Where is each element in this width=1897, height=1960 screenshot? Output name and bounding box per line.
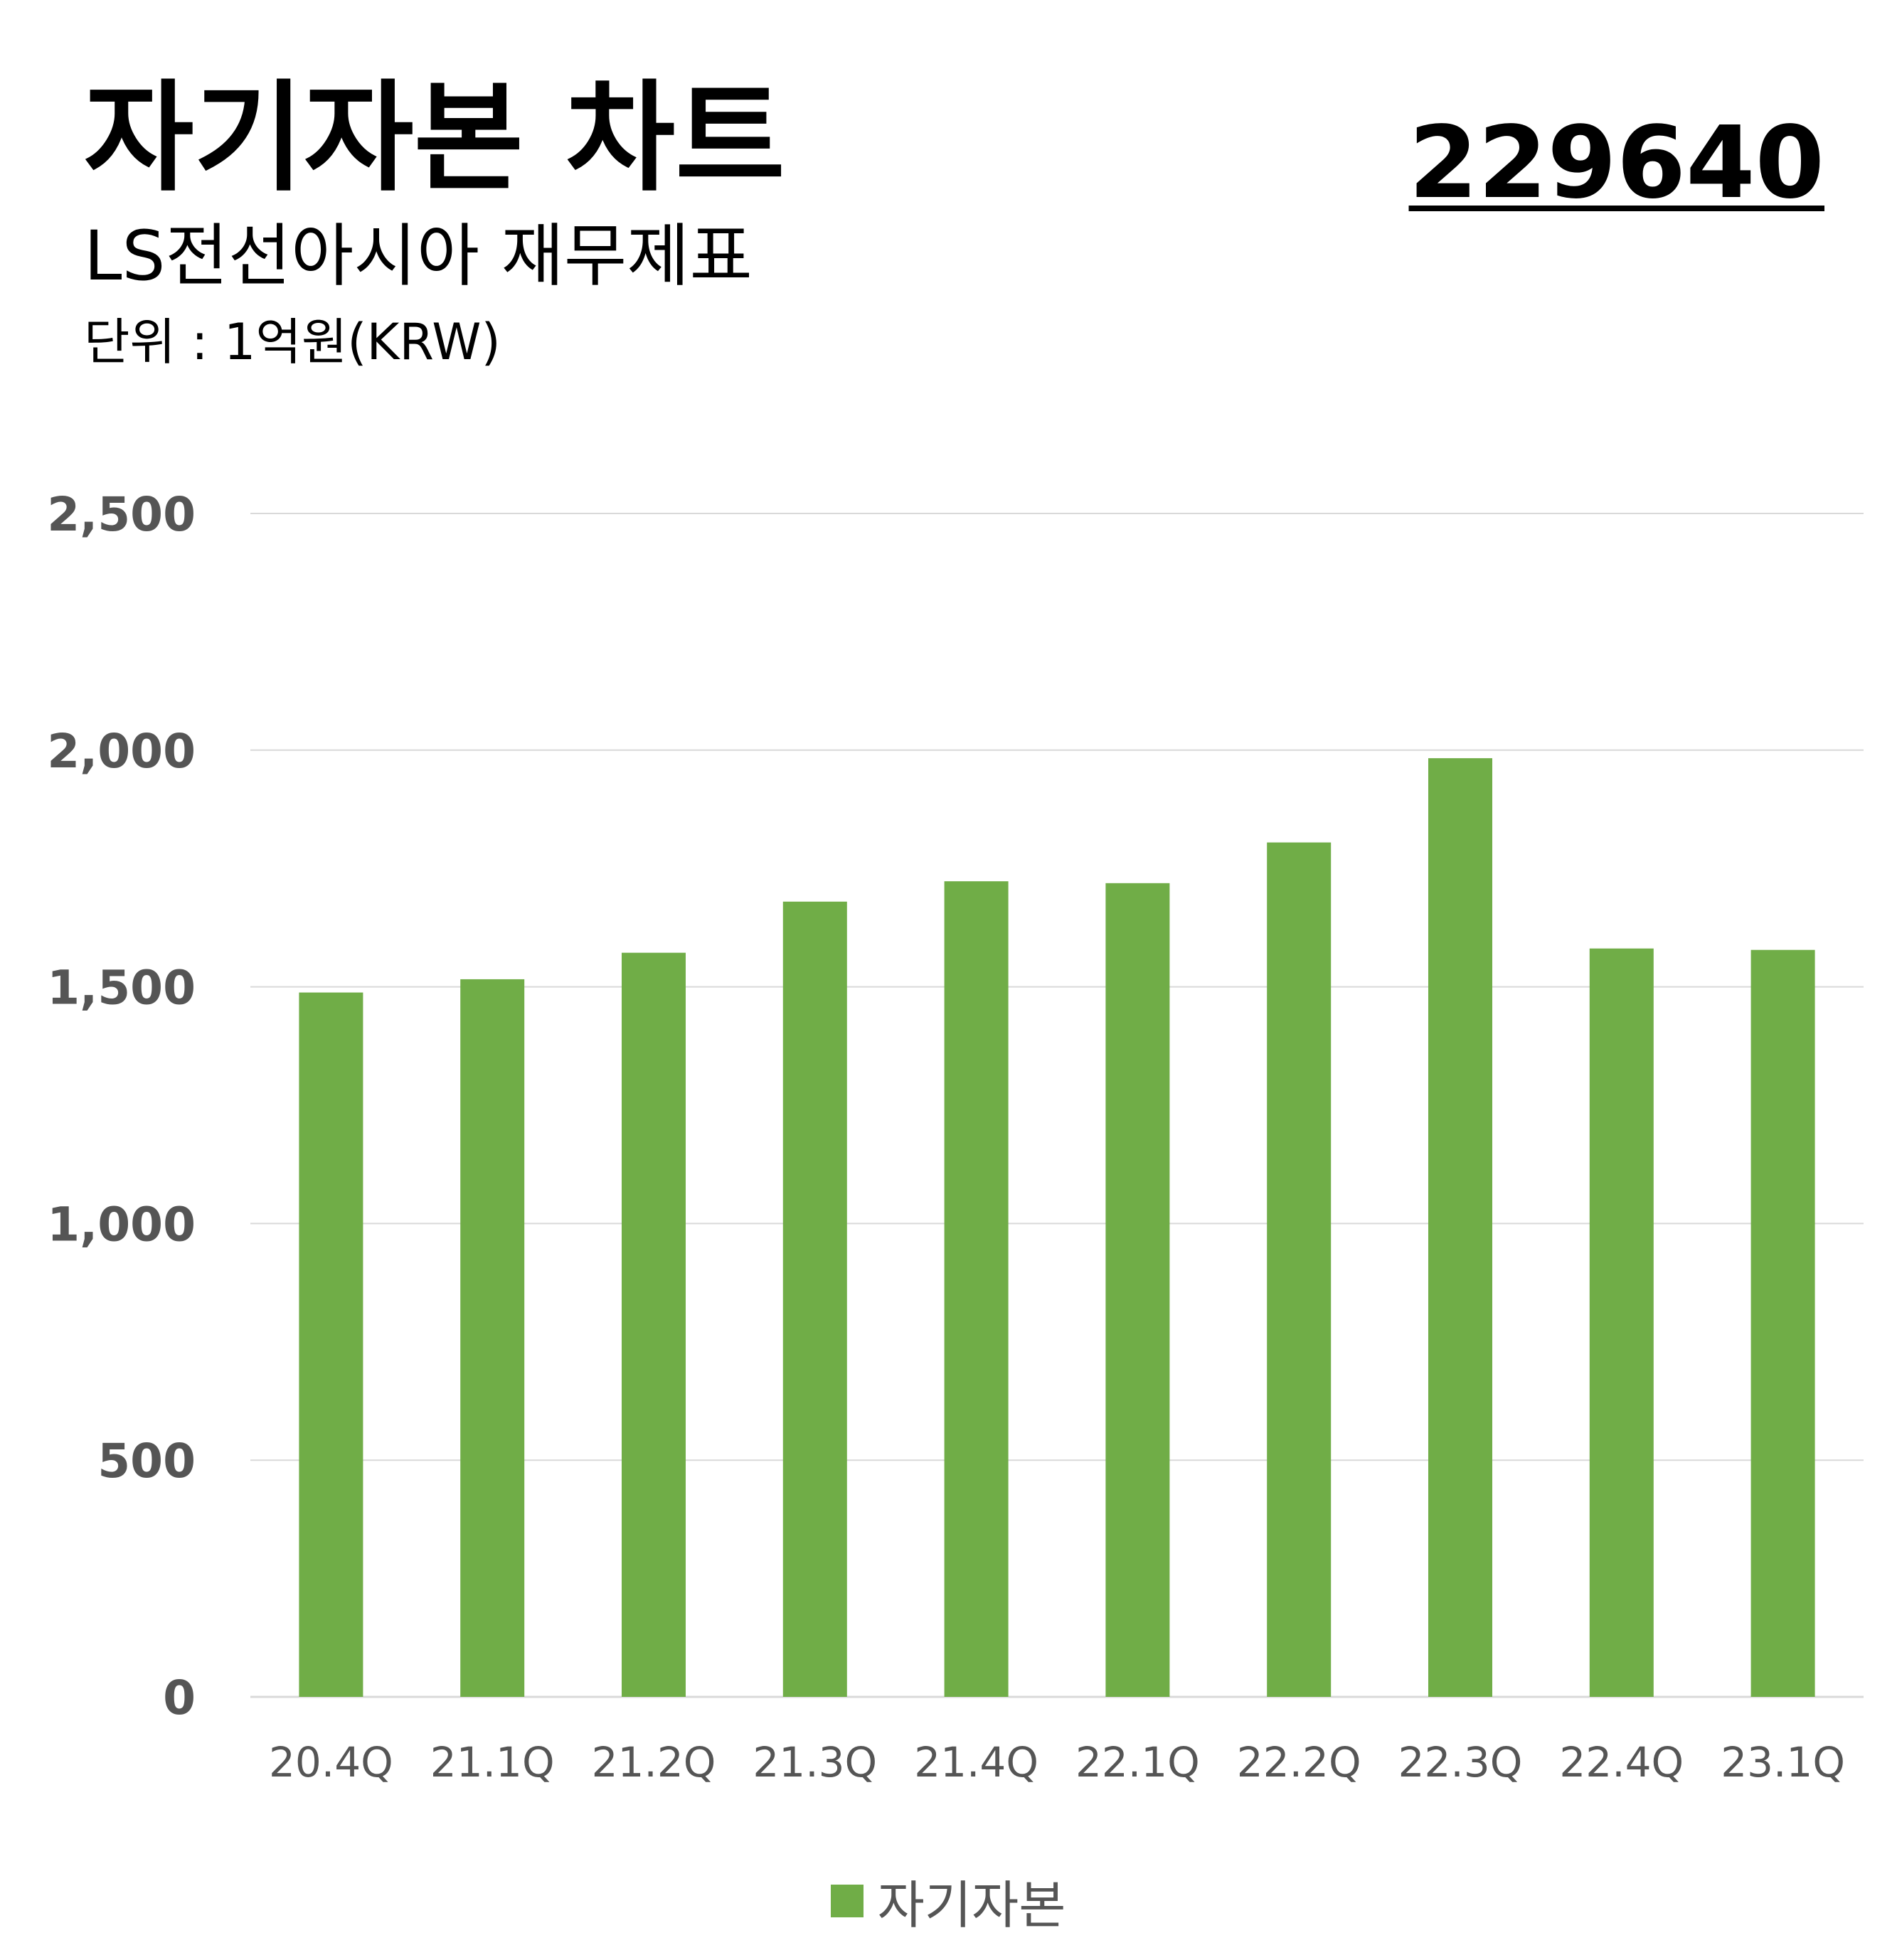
y-tick-label: 1,000 xyxy=(47,1197,196,1252)
legend-label: 자기자본 xyxy=(877,1875,1066,1935)
x-tick-label: 22.4Q xyxy=(1559,1738,1684,1786)
bar xyxy=(299,992,363,1697)
x-tick-label: 22.2Q xyxy=(1237,1738,1361,1786)
x-tick-label: 22.1Q xyxy=(1075,1738,1200,1786)
bar xyxy=(1589,948,1654,1697)
legend-swatch xyxy=(831,1884,864,1917)
y-tick-label: 1,500 xyxy=(47,961,196,1016)
bar xyxy=(1428,758,1492,1697)
bar xyxy=(622,952,686,1697)
x-tick-label: 20.4Q xyxy=(269,1738,393,1786)
x-tick-label: 21.2Q xyxy=(592,1738,716,1786)
chart-subtitle: LS전선아시아 재무제표 xyxy=(84,216,753,296)
stock-code: 229640 xyxy=(1408,105,1824,221)
x-tick-label: 23.1Q xyxy=(1721,1738,1845,1786)
y-tick-label: 2,500 xyxy=(47,487,196,542)
bars xyxy=(299,758,1815,1697)
unit-label: 단위 : 1억원(KRW) xyxy=(84,313,501,371)
y-tick-label: 0 xyxy=(163,1671,196,1725)
y-tick-label: 2,000 xyxy=(47,724,196,779)
bar-chart: 0 500 1,000 1,500 2,000 2,500 20.4Q 21.1Q 21.2Q… xyxy=(47,487,1864,1786)
chart-title: 자기자본 차트 xyxy=(84,68,785,208)
bar xyxy=(1267,842,1332,1697)
legend: 자기자본 xyxy=(0,1863,1897,1938)
x-tick-label: 22.3Q xyxy=(1398,1738,1523,1786)
bar xyxy=(1105,883,1170,1697)
bar xyxy=(944,881,1009,1697)
y-tick-label: 500 xyxy=(97,1434,196,1488)
bar xyxy=(460,979,525,1697)
x-tick-label: 21.1Q xyxy=(430,1738,555,1786)
bar xyxy=(1750,949,1815,1697)
x-axis-ticks: 20.4Q 21.1Q 21.2Q 21.3Q 21.4Q 22.1Q 22.2Q 22.3Q… xyxy=(269,1738,1845,1786)
bar xyxy=(782,901,847,1697)
x-tick-label: 21.3Q xyxy=(753,1738,877,1786)
x-tick-label: 21.4Q xyxy=(914,1738,1038,1786)
y-axis-ticks: 0 500 1,000 1,500 2,000 2,500 xyxy=(47,487,196,1725)
